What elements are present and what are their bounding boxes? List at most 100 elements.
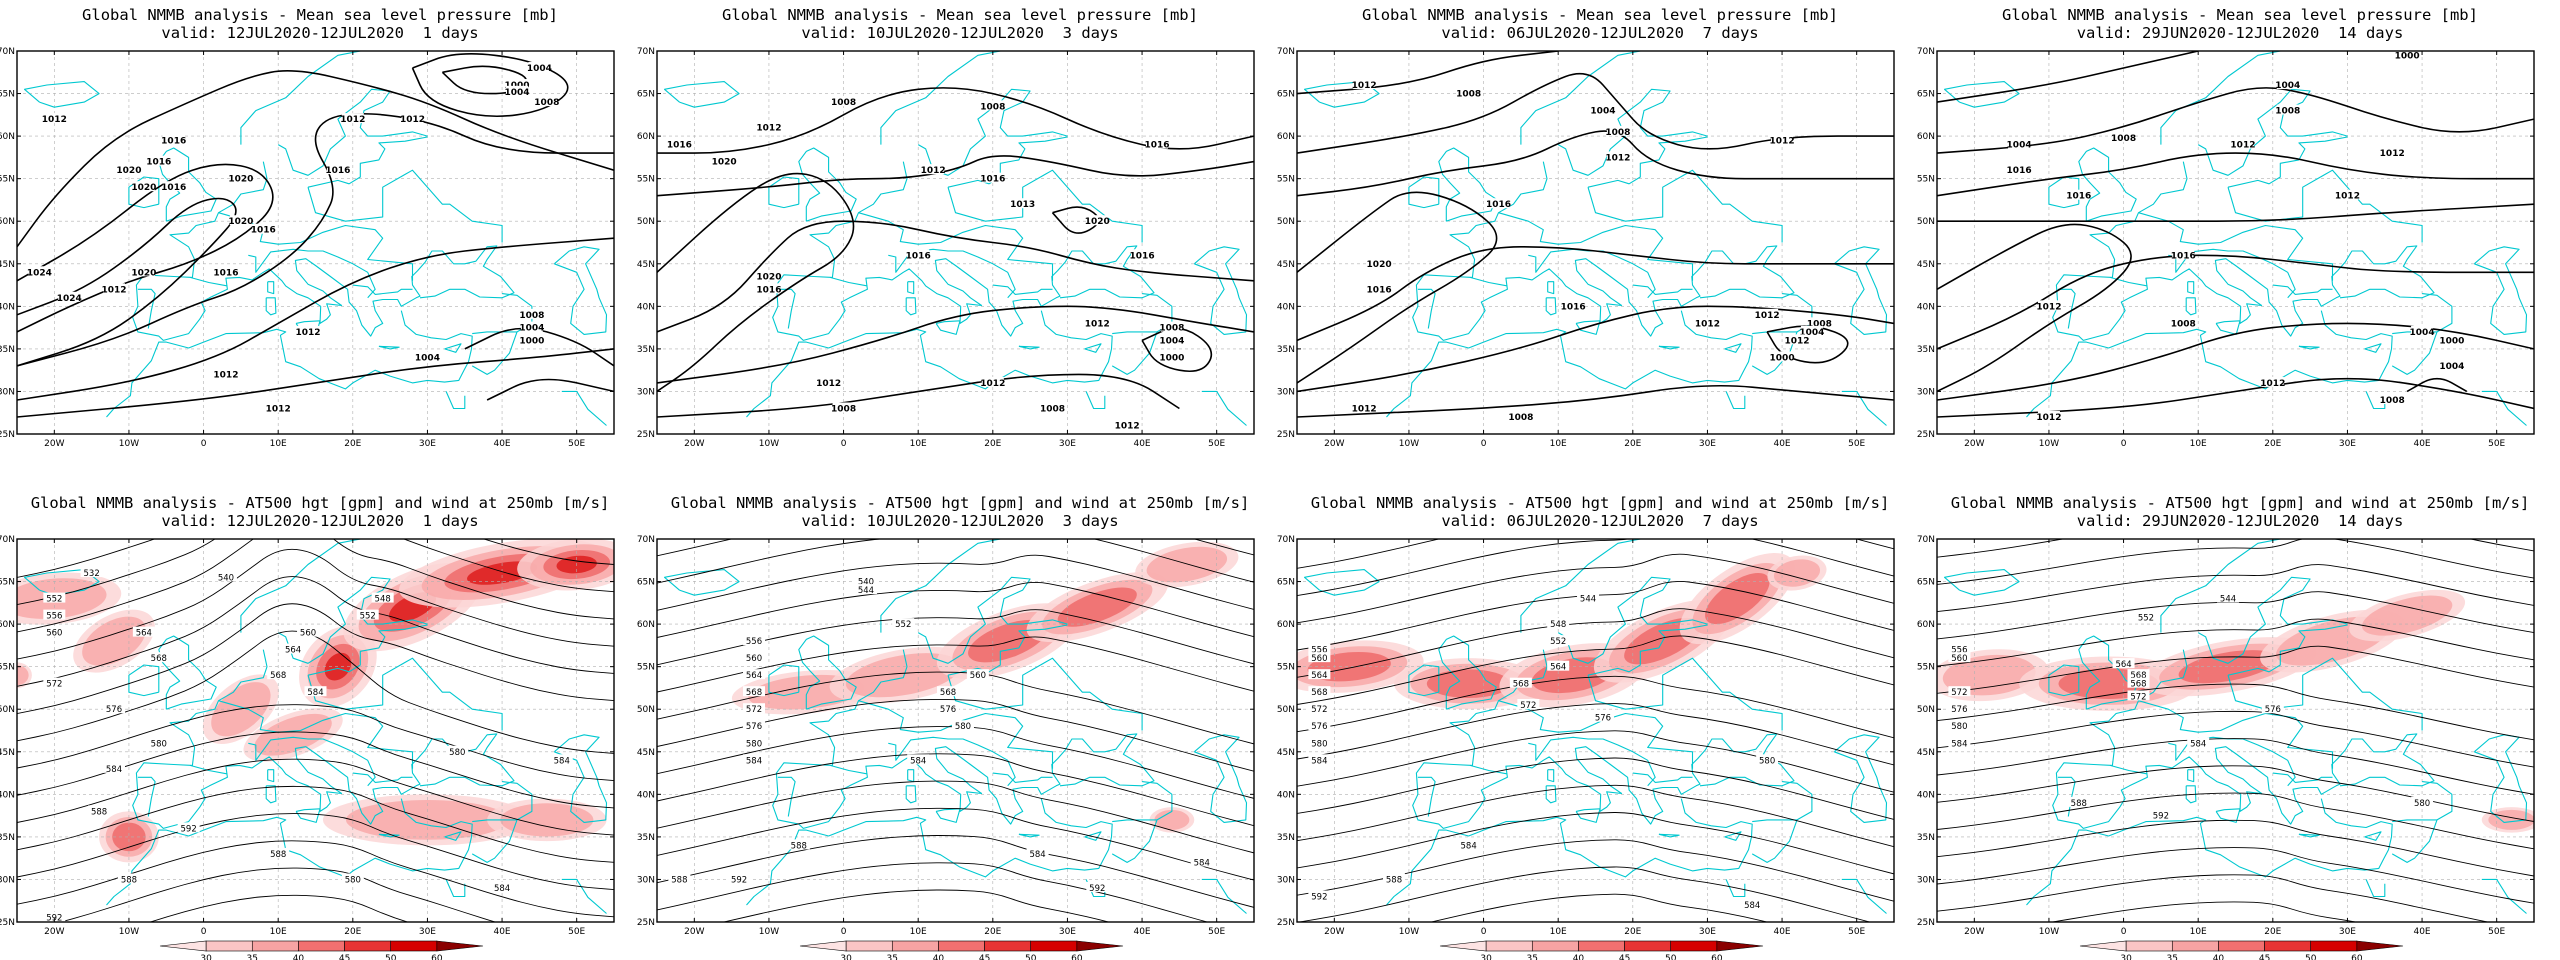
contour-label-bg [520, 334, 543, 345]
colorbar-label: 40 [1573, 954, 1585, 960]
lon-tick-label: 20E [2264, 439, 2281, 449]
coastline [2227, 624, 2348, 676]
contour-label: 1020 [131, 183, 156, 193]
contour-label: 1012 [101, 285, 126, 295]
contour-label-bg [177, 822, 200, 833]
coastline [1520, 51, 1715, 145]
lon-tick-label: 20W [684, 927, 704, 937]
coastline [2364, 343, 2382, 353]
isobar [657, 373, 1180, 418]
map-area: 1012100810041008101210121016102010161016… [1297, 51, 1894, 434]
colorbar-swatch [2356, 940, 2404, 952]
panel-title: Global NMMB analysis - Mean sea level pr… [2002, 6, 2478, 24]
isobar [1297, 305, 1894, 393]
height-contour [17, 731, 614, 809]
coastline [1725, 391, 1746, 410]
isobar [1141, 327, 1213, 373]
contour-label: 568 [270, 671, 286, 681]
contour-label-bg [267, 847, 290, 858]
lon-tick-label: 0 [841, 439, 847, 449]
contour-label-bg [1160, 334, 1183, 345]
map-frame [16, 538, 615, 923]
colorbar-label: 40 [293, 954, 305, 960]
contour-label-bg [1308, 737, 1331, 748]
coastline [137, 288, 156, 329]
contour-label: 544 [2220, 595, 2236, 605]
colorbar-swatch [799, 940, 847, 952]
coastline [917, 576, 1068, 664]
coastline [1557, 88, 1708, 176]
contour-label: 576 [1951, 705, 1967, 715]
contour-label: 556 [1951, 646, 1967, 656]
contour-label: 572 [46, 680, 62, 690]
coastline [1545, 785, 1557, 804]
map-frame [1296, 50, 1895, 435]
isobar [657, 305, 1254, 384]
height-contour [657, 835, 1254, 908]
coastline [561, 390, 607, 426]
contour-label-bg [1041, 402, 1064, 413]
contour-label: 1016 [1367, 285, 1392, 295]
panel-z500-7days: Global NMMB analysis - AT500 hgt [gpm] a… [1277, 0, 1920, 960]
lon-tick-label: 0 [1481, 439, 1487, 449]
lon-tick-label: 10W [1399, 927, 1419, 937]
wind-shading [1154, 809, 1190, 830]
contour-label-bg [832, 96, 855, 107]
lat-tick-label: 55N [0, 663, 15, 673]
contour-label-bg [981, 172, 1004, 183]
contour-label-bg [1308, 652, 1331, 663]
map-area: 1008 1012 1008 1016 1016 1020 1012 1016 1013 1020… [657, 51, 1254, 434]
contour-label: 580 [345, 875, 361, 885]
coastline [1833, 246, 1888, 335]
coastline [240, 539, 435, 633]
height-contour [1937, 847, 2534, 904]
contour-label: 568 [151, 654, 167, 664]
colorbar-label: 35 [887, 954, 898, 960]
isobar [1297, 130, 1894, 197]
contour-label: 540 [218, 573, 234, 583]
lat-tick-label: 60N [0, 132, 15, 142]
coastline [2392, 293, 2453, 335]
contour-label: 1008 [519, 311, 544, 321]
contour-label-bg [1368, 283, 1391, 294]
contour-label-bg [103, 283, 126, 294]
contour-label: 1020 [756, 273, 781, 283]
contour-label-bg [371, 592, 394, 603]
isobar [1937, 223, 2132, 393]
lat-tick-label: 65N [1917, 90, 1935, 100]
contour-label: 548 [1550, 620, 1566, 630]
lat-tick-label: 70N [637, 47, 655, 57]
coastline [746, 798, 1113, 906]
contour-label-bg [1785, 334, 1808, 345]
contour-label-bg [743, 720, 766, 731]
coastline [2160, 51, 2355, 145]
contour-label-bg [43, 911, 66, 922]
contour-label-bg [1696, 317, 1719, 328]
lat-tick-label: 50N [1277, 217, 1295, 227]
colorbar-swatch [1578, 940, 1625, 952]
contour-label: 1016 [756, 285, 781, 295]
height-contour [1937, 738, 2534, 795]
contour-label-bg [854, 584, 877, 595]
contour-label-bg [43, 609, 66, 620]
coastline [2078, 147, 2137, 222]
lat-tick-label: 30N [1277, 875, 1295, 885]
contour-label: 1016 [1130, 251, 1155, 261]
contour-label-bg [43, 113, 66, 124]
lat-tick-label: 25N [0, 430, 15, 440]
height-contour [657, 582, 1254, 638]
panel-title: Global NMMB analysis - AT500 hgt [gpm] a… [670, 494, 1250, 512]
lat-tick-label: 55N [1917, 663, 1935, 673]
lat-tick-label: 45N [1277, 748, 1295, 758]
contour-label: 544 [858, 586, 874, 596]
contour-label: 580 [1951, 722, 1967, 732]
coastline [2052, 161, 2435, 341]
panel-title: Global NMMB analysis - AT500 hgt [gpm] a… [1310, 494, 1890, 512]
lat-tick-label: 50N [0, 705, 15, 715]
contour-label-bg [922, 164, 945, 175]
isobar [17, 163, 274, 333]
contour-label: 1020 [116, 166, 141, 176]
coastline [2187, 769, 2195, 783]
colorbar-swatch [205, 940, 253, 952]
lon-tick-label: 20W [1324, 927, 1344, 937]
